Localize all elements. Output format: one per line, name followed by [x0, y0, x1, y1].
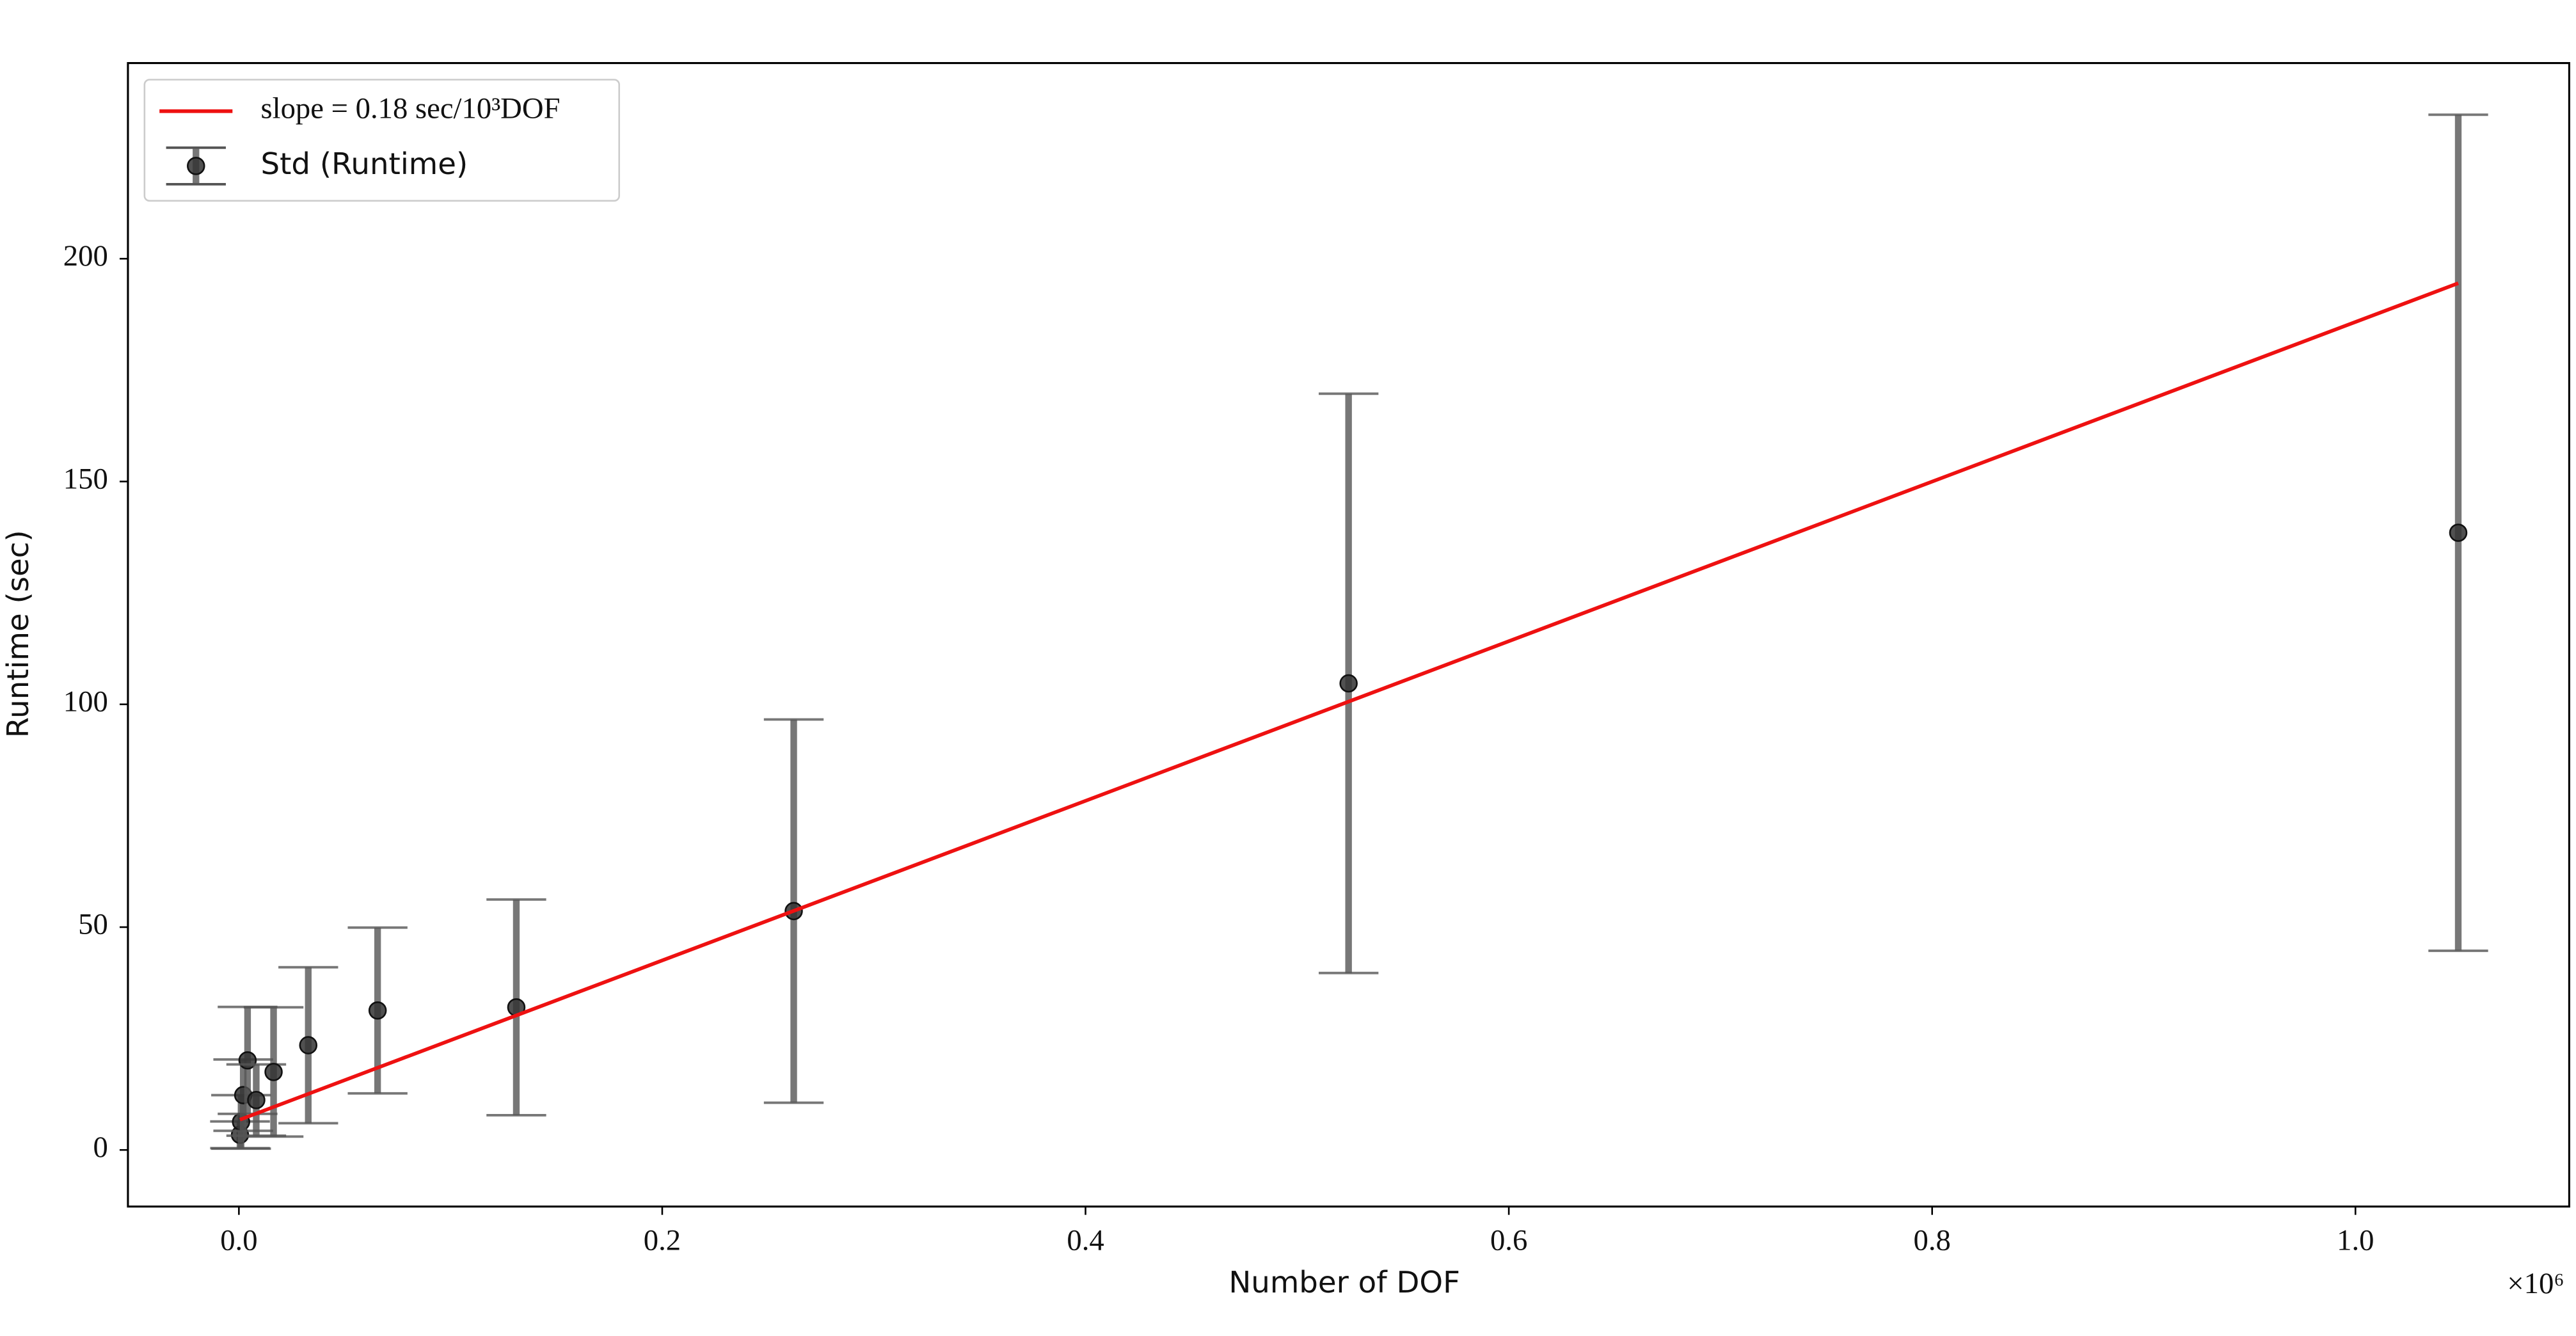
data-point — [299, 1036, 318, 1054]
x-tick-label: 0.8 — [1914, 1223, 1951, 1257]
y-axis-label: Runtime (sec) — [1, 530, 36, 738]
x-tick-label: 0.4 — [1067, 1223, 1104, 1257]
data-point — [247, 1090, 266, 1109]
plot-frame — [127, 62, 2570, 1208]
legend-box — [143, 79, 621, 202]
x-offset-label: ×10⁶ — [2507, 1267, 2564, 1300]
data-point — [264, 1063, 283, 1081]
y-tick-label: 100 — [63, 685, 108, 718]
y-tick-label: 200 — [63, 239, 108, 273]
x-tick-label: 0.6 — [1490, 1223, 1527, 1257]
legend-label: Std (Runtime) — [260, 147, 468, 182]
data-point — [2449, 523, 2468, 542]
x-tick-label: 0.2 — [644, 1223, 681, 1257]
data-point — [368, 1001, 387, 1020]
y-tick-label: 150 — [63, 462, 108, 495]
legend-marker — [187, 157, 205, 175]
x-tick-label: 0.0 — [220, 1223, 257, 1257]
y-tick-label: 50 — [78, 908, 108, 941]
x-tick-label: 1.0 — [2337, 1223, 2374, 1257]
x-axis-label: Number of DOF — [1228, 1266, 1460, 1300]
data-point — [1339, 674, 1358, 693]
legend-label: slope = 0.18 sec/10³DOF — [260, 92, 560, 125]
y-tick-label: 0 — [93, 1131, 107, 1164]
fit-line — [239, 281, 2459, 1122]
